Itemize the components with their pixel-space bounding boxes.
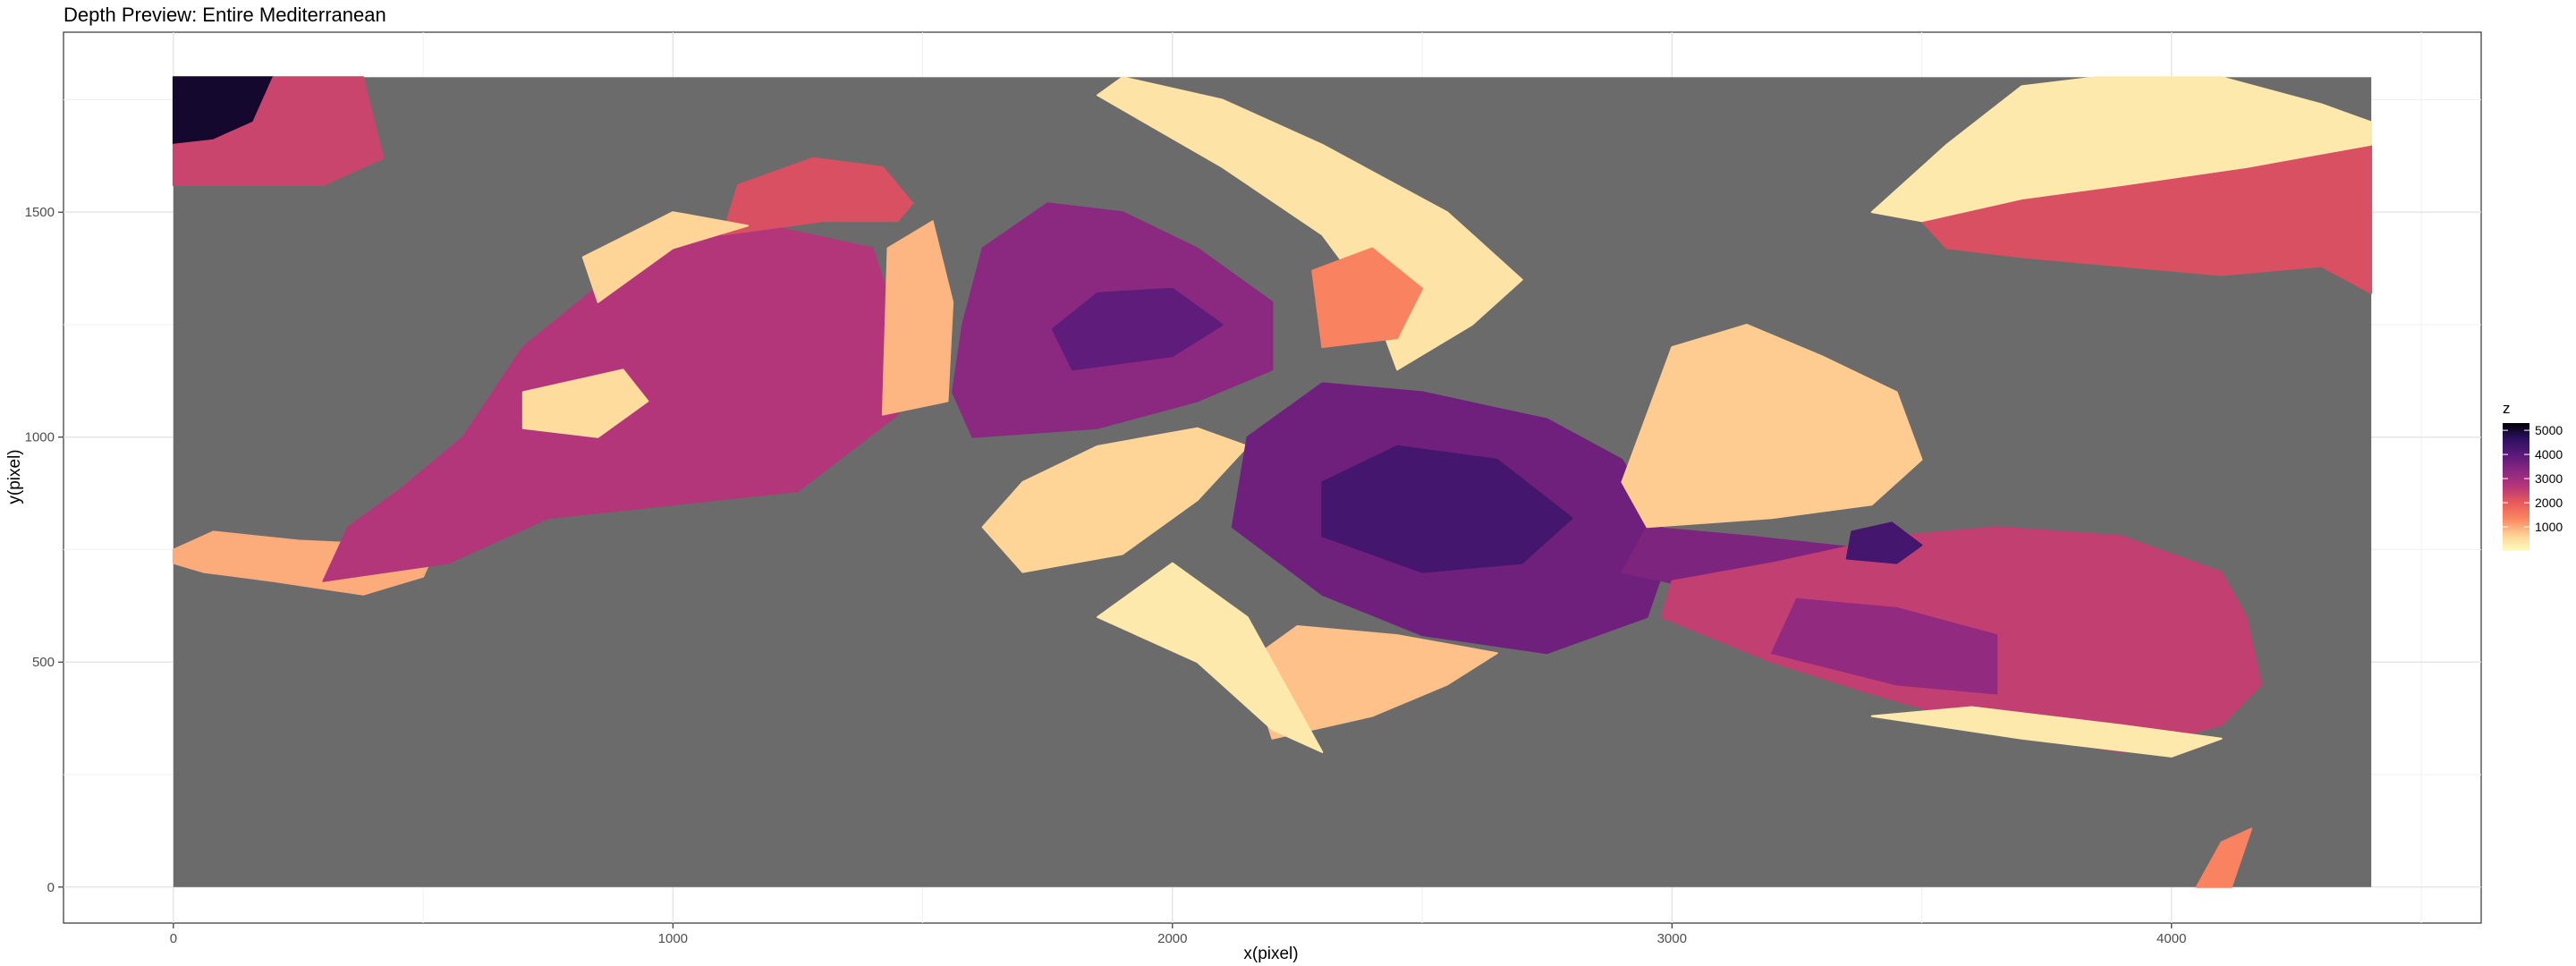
- legend-colorbar: [2503, 423, 2529, 551]
- region-ionian-abyss: [1321, 445, 1573, 573]
- depth-raster: [172, 76, 2373, 888]
- region-red-sea-tip: [2195, 827, 2253, 888]
- region-strait-of-sicily: [981, 427, 1249, 573]
- x-tick-label: 4000: [2157, 931, 2186, 946]
- legend-label: 3000: [2535, 471, 2563, 486]
- color-legend: z 1000 2000 3000 4000 5000: [2503, 400, 2563, 551]
- x-tick-label: 0: [170, 931, 177, 946]
- region-libyan-shelf: [1097, 562, 1324, 753]
- legend-label: 2000: [2535, 496, 2563, 510]
- y-axis-title: y(pixel): [5, 449, 24, 504]
- y-tick-label: 500: [32, 655, 55, 670]
- region-black-sea-shelf: [1870, 76, 2373, 223]
- legend-label: 4000: [2535, 447, 2563, 462]
- legend-label: 5000: [2535, 423, 2563, 437]
- region-gulf-of-lion: [581, 211, 750, 303]
- y-axis: 0 500 1000 1500: [25, 205, 64, 895]
- region-herodotus-abyss: [1771, 597, 1998, 695]
- x-tick-label: 1000: [658, 931, 688, 946]
- region-rhodes-deep: [1845, 521, 1923, 564]
- y-tick-label: 1500: [25, 205, 55, 220]
- region-south-adriatic-pit: [1311, 247, 1423, 349]
- y-tick-label: 1000: [25, 430, 55, 445]
- region-sardinia-shelf: [881, 220, 954, 416]
- legend-title: z: [2503, 400, 2511, 417]
- region-balearic-shelf: [521, 369, 649, 438]
- legend-label: 1000: [2535, 520, 2563, 534]
- x-axis-title: x(pixel): [1243, 945, 1298, 963]
- chart-title: Depth Preview: Entire Mediterranean: [64, 4, 386, 26]
- region-nile-delta-shelf: [1870, 706, 2223, 758]
- region-tyrrhenian-abyss: [1051, 287, 1224, 371]
- y-tick-label: 0: [47, 880, 55, 895]
- x-tick-label: 3000: [1657, 931, 1687, 946]
- x-axis: 0 1000 2000 3000 4000: [170, 923, 2186, 946]
- region-atlantic-slope: [172, 76, 385, 186]
- region-ligurian-sea: [722, 157, 914, 236]
- x-tick-label: 2000: [1157, 931, 1187, 946]
- region-aegean-sea: [1621, 324, 1923, 529]
